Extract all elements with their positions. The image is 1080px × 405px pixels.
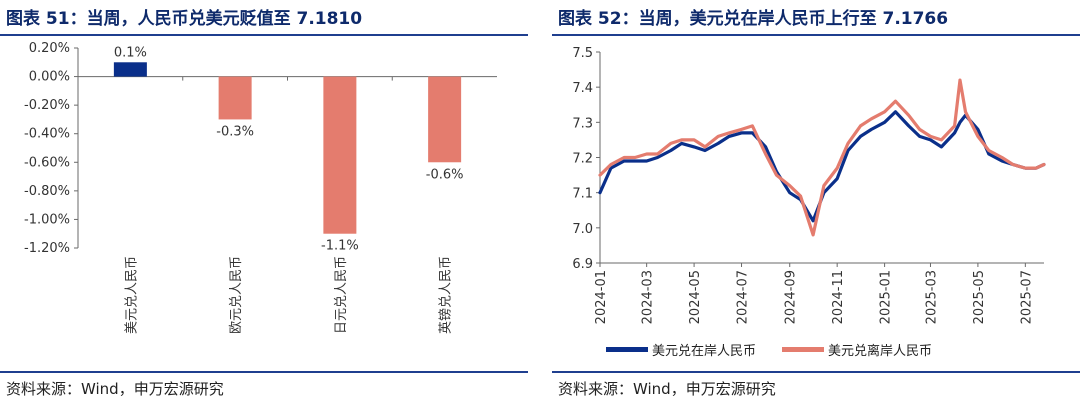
y-tick-label: 7.0	[572, 222, 593, 237]
right-chart-panel: 图表 52：当周，美元兑在岸人民币上行至 7.1766 6.9 7.0 7.1 7.2…	[552, 0, 1080, 405]
title-divider	[0, 34, 528, 36]
bar	[323, 76, 357, 234]
line-legend: 美元兑在岸人民币 美元兑离岸人民币	[606, 340, 958, 359]
y-tick-label: -0.40%	[24, 127, 70, 142]
x-category-label: 美元兑人民币	[124, 256, 139, 334]
line-chart: 6.9 7.0 7.1 7.2 7.3 7.4 7.5 2024-01 2024-03 2024-…	[572, 46, 1046, 324]
legend-swatch-offshore	[782, 347, 825, 352]
y-tick-label: 0.20%	[29, 41, 70, 56]
x-category-label: 日元兑人民币	[334, 256, 349, 334]
y-tick-label: -1.00%	[24, 212, 70, 227]
bar-value-label: -0.3%	[216, 124, 254, 139]
bar-value-label: -1.1%	[321, 239, 359, 254]
x-category-label: 英镑兑人民币	[438, 256, 454, 334]
x-tick-label: 2024-09	[784, 270, 799, 324]
x-category-label: 欧元兑人民币	[229, 256, 244, 334]
right-chart-title: 图表 52：当周，美元兑在岸人民币上行至 7.1766	[558, 9, 949, 29]
x-tick-label: 2024-03	[641, 270, 656, 324]
x-tick-label: 2024-01	[594, 270, 609, 324]
left-chart-title: 图表 51：当周，人民币兑美元贬值至 7.1810	[6, 9, 363, 29]
y-tick-label: 7.5	[572, 46, 593, 61]
left-source-note: 资料来源：Wind，申万宏源研究	[6, 380, 224, 398]
legend-item-offshore: 美元兑离岸人民币	[782, 340, 932, 359]
y-tick-label: -1.20%	[24, 241, 70, 256]
y-tick-label: -0.60%	[24, 155, 70, 170]
bar-chart: 0.20% 0.00% -0.20% -0.40% -0.60% -0.80% -1.00%…	[24, 41, 497, 334]
y-tick-label: 0.00%	[29, 70, 70, 85]
right-source-note: 资料来源：Wind，申万宏源研究	[558, 380, 776, 398]
left-chart-panel: 图表 51：当周，人民币兑美元贬值至 7.1810 0.20% 0.00% -0.2…	[0, 0, 528, 405]
bar-value-label: 0.1%	[114, 45, 147, 60]
legend-swatch-onshore	[606, 347, 648, 352]
legend-label-offshore: 美元兑离岸人民币	[828, 344, 933, 359]
series-line-onshore	[598, 110, 1046, 223]
x-tick-label: 2025-05	[972, 270, 987, 324]
bar	[113, 62, 147, 77]
y-tick-label: 7.3	[572, 116, 593, 131]
series-line-offshore	[598, 78, 1046, 237]
y-tick-label: -0.80%	[24, 184, 70, 199]
x-tick-label: 2025-07	[1019, 270, 1034, 324]
title-divider	[552, 34, 1080, 36]
bar-value-label: -0.6%	[426, 167, 464, 182]
x-tick-label: 2024-07	[736, 270, 751, 324]
bar	[218, 76, 252, 120]
bar	[428, 76, 462, 163]
x-tick-label: 2024-05	[688, 270, 703, 324]
x-tick-label: 2024-11	[831, 270, 846, 324]
legend-item-onshore: 美元兑在岸人民币	[606, 340, 756, 359]
y-tick-label: 6.9	[572, 257, 593, 272]
legend-label-onshore: 美元兑在岸人民币	[652, 344, 757, 359]
y-tick-label: 7.2	[572, 152, 593, 167]
x-tick-label: 2025-01	[879, 270, 894, 324]
y-tick-label: 7.4	[572, 81, 593, 96]
bottom-divider	[552, 371, 1080, 373]
y-tick-label: -0.20%	[24, 98, 70, 113]
bottom-divider	[0, 371, 528, 373]
y-tick-label: 7.1	[572, 187, 593, 202]
x-tick-label: 2025-03	[924, 270, 939, 324]
